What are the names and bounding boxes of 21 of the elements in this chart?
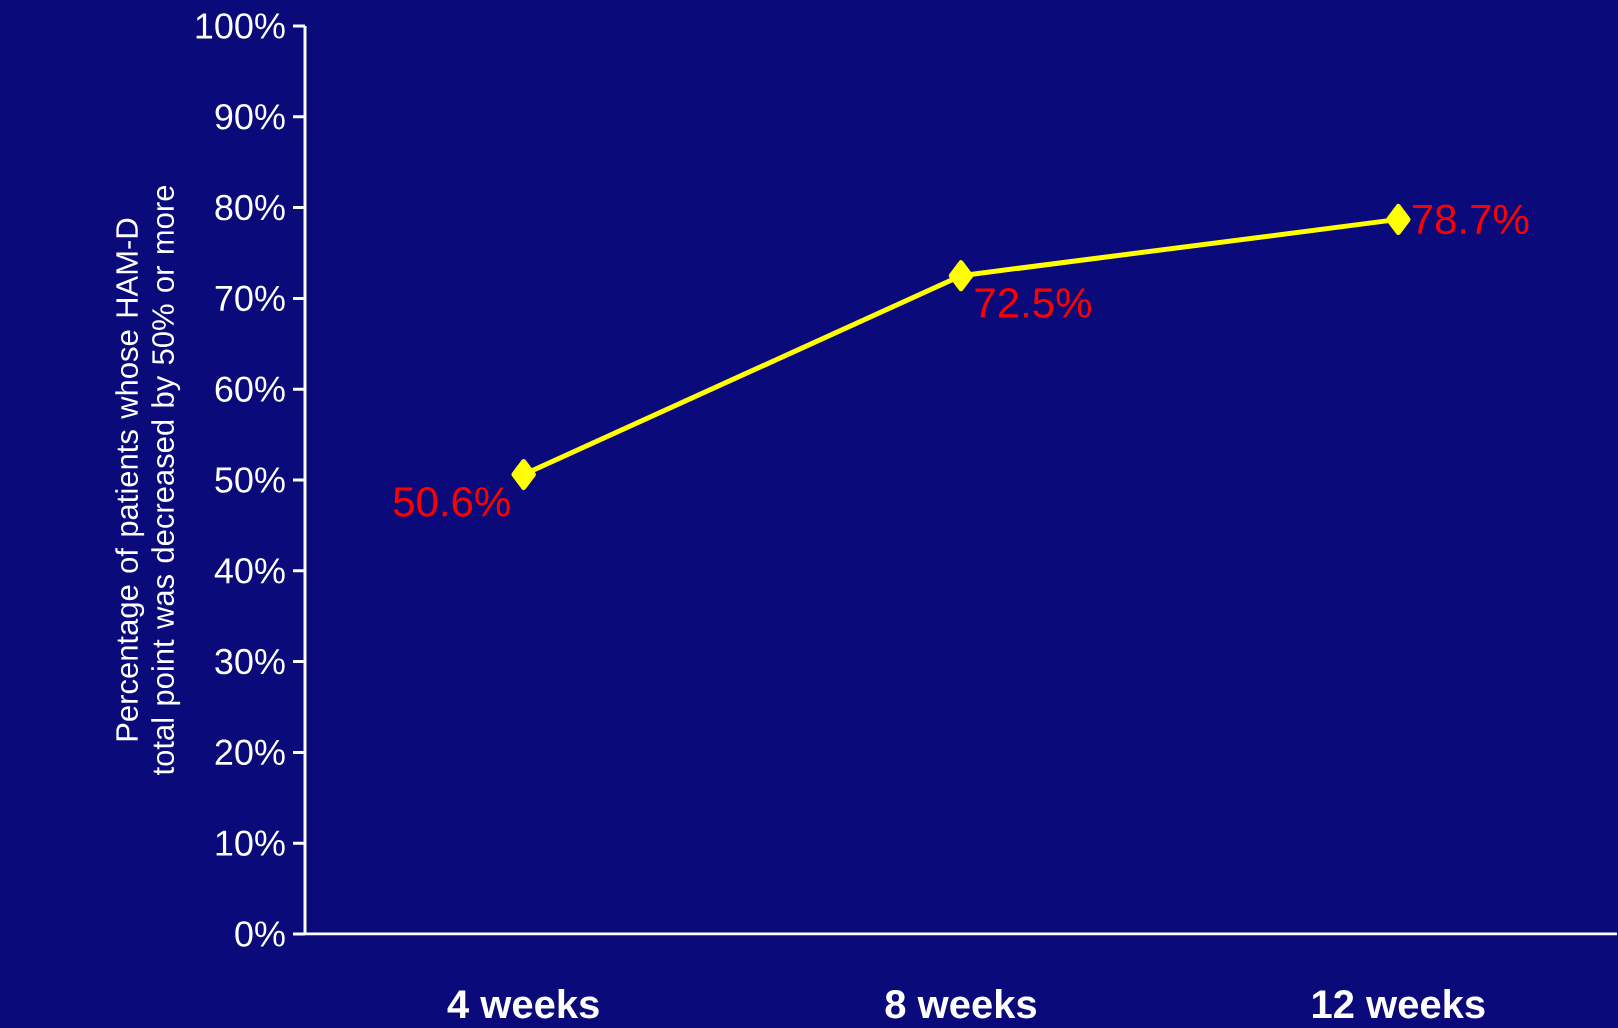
y-tick-label: 30% <box>215 648 285 675</box>
point <box>1386 203 1411 235</box>
y-tick-label: 80% <box>215 194 285 221</box>
y-axis-title: Percentage of patients whose HAM-D total point was decreased by 50% or more <box>115 185 181 776</box>
x-tick-label: 12 weeks <box>1312 989 1485 1019</box>
y-tick-label: 10% <box>216 830 285 856</box>
y-tick-label: 70% <box>215 285 285 312</box>
y-tick-label: 100% <box>196 13 285 39</box>
point <box>948 260 974 292</box>
y-tick-label: 50% <box>215 467 285 493</box>
y-tick-label: 40% <box>214 558 285 584</box>
data-label: 50.6% <box>393 486 510 517</box>
y-tick-label: 60% <box>215 376 285 402</box>
y-tick-label: 90% <box>215 104 285 130</box>
x-tick-label: 4 weeks <box>447 989 599 1019</box>
y-tick-label: 20% <box>215 739 285 766</box>
x-tick-label: 8 weeks <box>885 989 1037 1019</box>
data-label: 78.7% <box>1412 204 1529 235</box>
y-tick-label: 0% <box>235 921 285 947</box>
point <box>511 459 536 491</box>
data-label: 72.5% <box>975 288 1091 318</box>
